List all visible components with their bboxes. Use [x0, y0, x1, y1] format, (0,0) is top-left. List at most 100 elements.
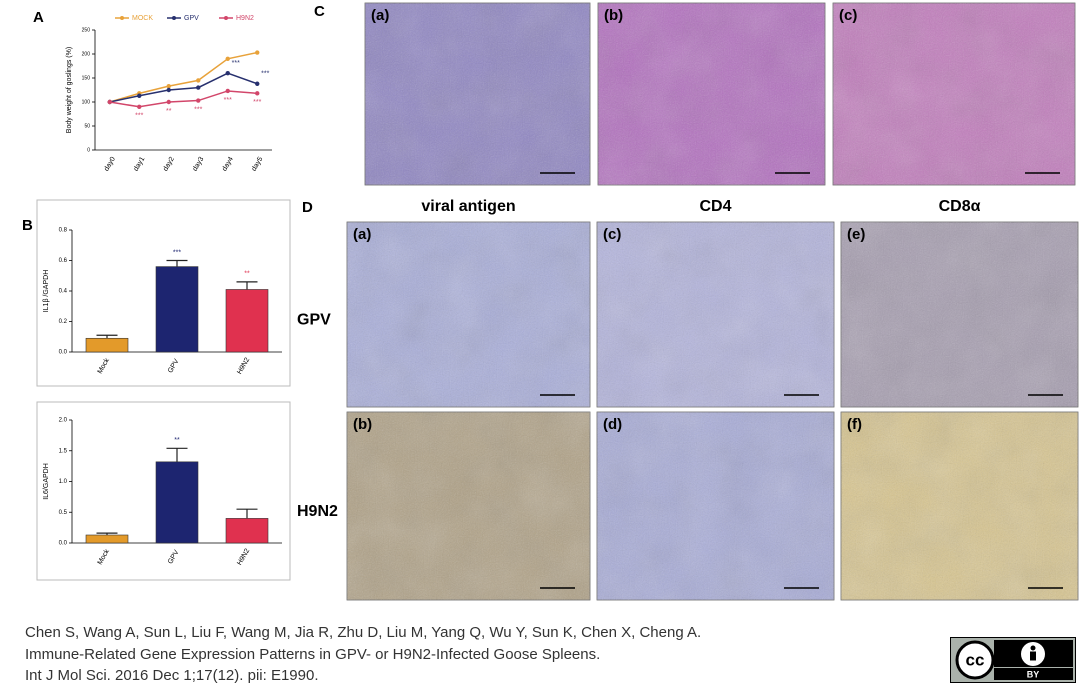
- micrograph-texture: [347, 222, 590, 407]
- significance-label: ***: [253, 99, 261, 106]
- data-point: [166, 99, 171, 105]
- citation-line: Immune-Related Gene Expression Patterns …: [25, 646, 601, 663]
- column-heading: CD4: [699, 198, 731, 215]
- x-tick-label: GPV: [167, 358, 181, 375]
- micrograph-texture: [597, 412, 834, 600]
- image-label: (b): [604, 7, 623, 24]
- micrograph-texture: [597, 222, 834, 407]
- legend-label: GPV: [184, 15, 199, 22]
- y-tick-label: 0.8: [59, 228, 68, 234]
- image-label: (a): [371, 7, 389, 24]
- x-tick-label: day4: [221, 156, 235, 173]
- y-tick-label: 1.0: [59, 479, 68, 485]
- legend-label: H9N2: [236, 15, 254, 22]
- significance-label: **: [244, 271, 250, 278]
- data-point: [166, 87, 171, 93]
- data-point: [225, 71, 230, 76]
- significance-label: ***: [224, 97, 232, 104]
- image-label: (c): [603, 226, 621, 243]
- x-tick-label: Mock: [97, 357, 112, 375]
- image-label: (c): [839, 7, 857, 24]
- x-tick-label: day5: [251, 156, 265, 173]
- data-point: [255, 91, 260, 96]
- image-label: (e): [847, 226, 865, 243]
- data-point: [196, 78, 201, 83]
- by-text: BY: [1027, 669, 1040, 679]
- cc-text: cc: [966, 650, 985, 669]
- y-tick-label: 50: [84, 123, 90, 129]
- row-label: H9N2: [297, 503, 338, 520]
- data-point: [255, 81, 260, 86]
- data-point: [137, 104, 142, 110]
- panel-label: D: [302, 199, 313, 216]
- micrograph-texture: [841, 222, 1078, 407]
- data-point: [225, 88, 230, 94]
- image-label: (d): [603, 416, 622, 433]
- series-line: [109, 51, 258, 103]
- panel-label: A: [33, 9, 44, 26]
- y-tick-label: 0.6: [59, 258, 68, 264]
- significance-label: ***: [232, 60, 240, 67]
- y-axis-label: Body weight of goslings (%): [66, 47, 73, 133]
- data-point: [137, 93, 142, 98]
- y-tick-label: 150: [82, 75, 91, 81]
- y-tick-label: 250: [82, 27, 91, 33]
- y-tick-label: 0.5: [59, 510, 68, 516]
- y-tick-label: 0.4: [59, 289, 68, 295]
- y-tick-label: 0: [87, 147, 90, 153]
- data-point: [196, 85, 201, 90]
- figure: A B C D 0 50 100 150 200 250 Body weight of go…: [22, 2, 1079, 601]
- row-label: GPV: [297, 312, 331, 329]
- panel-label: B: [22, 217, 33, 234]
- x-tick-label: day3: [192, 156, 206, 173]
- citation-line: Int J Mol Sci. 2016 Dec 1;17(12). pii: E…: [25, 667, 319, 684]
- legend-marker: [172, 16, 176, 20]
- y-tick-label: 200: [82, 51, 91, 57]
- x-tick-label: day2: [162, 156, 176, 173]
- y-tick-label: 0.0: [59, 350, 68, 356]
- bar: [225, 518, 269, 544]
- legend-marker: [120, 16, 124, 20]
- cc-by-badge: cc BY: [950, 637, 1076, 683]
- x-tick-label: Mock: [97, 548, 112, 566]
- data-point: [225, 56, 230, 61]
- y-tick-label: 1.5: [59, 448, 68, 454]
- column-heading: CD8α: [939, 198, 981, 215]
- bar: [225, 289, 269, 353]
- image-label: (a): [353, 226, 371, 243]
- significance-label: **: [166, 108, 172, 115]
- x-tick-label: GPV: [167, 549, 181, 566]
- image-label: (f): [847, 416, 862, 433]
- micrograph-texture: [598, 3, 825, 185]
- micrograph-texture: [833, 3, 1075, 185]
- legend-marker: [224, 16, 228, 20]
- x-tick-label: day0: [103, 156, 117, 173]
- y-tick-label: 100: [82, 99, 91, 105]
- y-axis-label: IL1β /GAPDH: [43, 270, 50, 313]
- micrograph-texture: [347, 412, 590, 600]
- data-point: [107, 99, 112, 105]
- significance-label: ***: [135, 113, 143, 120]
- bar: [155, 461, 199, 544]
- y-tick-label: 0.2: [59, 319, 68, 325]
- data-point: [196, 98, 201, 103]
- data-point: [255, 50, 260, 55]
- significance-label: ***: [194, 106, 202, 113]
- micrograph-texture: [841, 412, 1078, 600]
- series-line: [109, 72, 258, 103]
- chart-frame: [36, 199, 291, 387]
- bar: [85, 337, 129, 353]
- x-tick-label: day1: [133, 156, 147, 173]
- column-heading: viral antigen: [421, 198, 515, 215]
- y-tick-label: 2.0: [59, 418, 68, 424]
- legend-label: MOCK: [132, 15, 153, 22]
- citation-line: Chen S, Wang A, Sun L, Liu F, Wang M, Ji…: [25, 624, 702, 641]
- y-axis-label: IL6/GAPDH: [43, 463, 50, 500]
- y-tick-label: 0.0: [59, 541, 68, 547]
- x-tick-label: H9N2: [236, 548, 251, 567]
- bar: [155, 266, 199, 353]
- panel-label: C: [314, 3, 325, 20]
- chart-frame: [36, 401, 291, 581]
- data-point: [166, 83, 171, 89]
